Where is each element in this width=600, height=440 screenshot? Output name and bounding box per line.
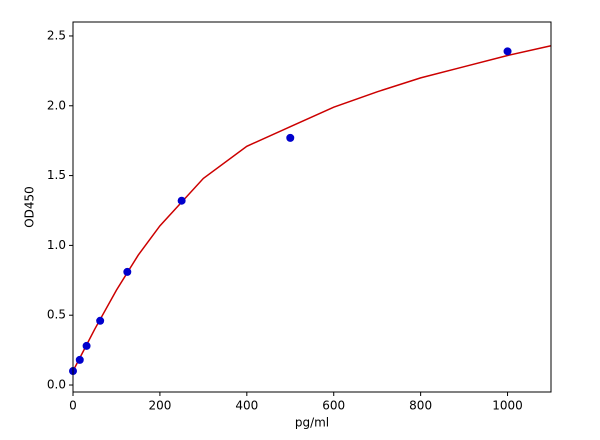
y-tick-label: 2.5 xyxy=(47,28,66,42)
y-axis-label: OD450 xyxy=(23,186,37,228)
data-point xyxy=(75,355,84,364)
x-tick-label: 200 xyxy=(148,399,171,413)
x-tick-label: 1000 xyxy=(492,399,523,413)
x-tick-label: 400 xyxy=(235,399,258,413)
y-tick-label: 1.5 xyxy=(47,168,66,182)
x-tick-label: 600 xyxy=(322,399,345,413)
data-point xyxy=(82,341,91,350)
x-axis-label: pg/ml xyxy=(295,416,329,430)
y-tick-label: 0.0 xyxy=(47,378,66,392)
fit-curve xyxy=(72,45,552,372)
plot-frame xyxy=(72,21,552,393)
data-point xyxy=(123,267,132,276)
data-point xyxy=(96,316,105,325)
y-tick-label: 1.0 xyxy=(47,238,66,252)
x-tick-label: 0 xyxy=(69,399,77,413)
data-point xyxy=(177,196,186,205)
data-point xyxy=(286,133,295,142)
x-tick-label: 800 xyxy=(409,399,432,413)
data-point xyxy=(503,47,512,56)
y-tick-label: 0.5 xyxy=(47,308,66,322)
y-tick-label: 2.0 xyxy=(47,98,66,112)
